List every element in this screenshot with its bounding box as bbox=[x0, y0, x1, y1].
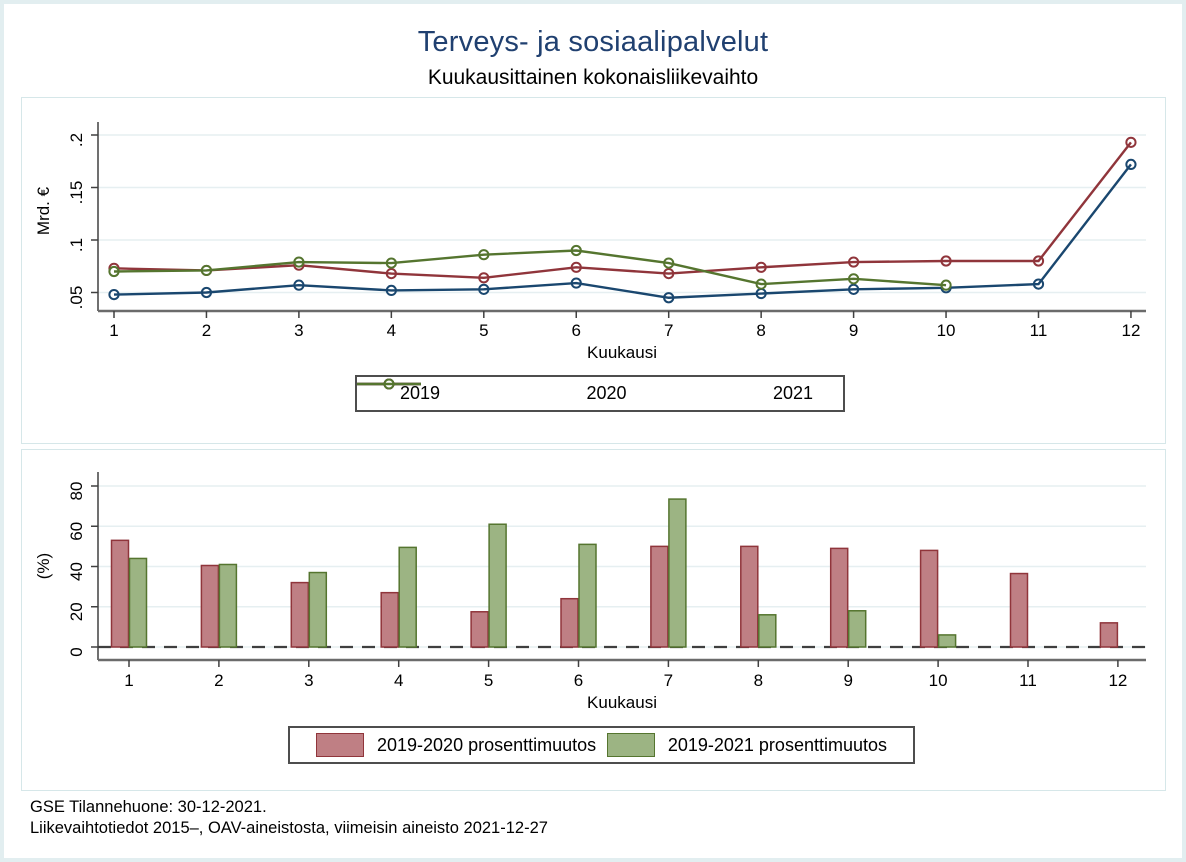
x-tick-label: 9 bbox=[843, 671, 852, 690]
footer-line-2: Liikevaihtotiedot 2015–, OAV-aineistosta… bbox=[30, 819, 548, 837]
bar-2019-2021-month-3 bbox=[308, 571, 328, 648]
y-tick-label: 0 bbox=[67, 647, 86, 656]
legend-label-2019-2021: 2019-2021 prosenttimuutos bbox=[667, 734, 887, 755]
bar-swatch-2019-2021 bbox=[606, 733, 655, 757]
x-tick-label: 1 bbox=[109, 321, 118, 340]
bar-2019-2021-month-7 bbox=[668, 498, 687, 648]
x-tick-label: 11 bbox=[1030, 321, 1048, 340]
x-tick-label: 2 bbox=[214, 671, 223, 690]
legend-entry-2020: 2020 bbox=[357, 378, 627, 404]
x-tick-label: 8 bbox=[756, 321, 765, 340]
bar-2019-2020-month-2 bbox=[200, 564, 220, 648]
x-tick-label: 5 bbox=[479, 321, 488, 340]
bar-2019-2021-month-2 bbox=[218, 563, 238, 648]
bar-2019-2020-month-7 bbox=[650, 545, 669, 648]
bar-2019-2020-month-3 bbox=[290, 581, 310, 648]
page-title: Terveys- ja sosiaalipalvelut bbox=[417, 26, 769, 58]
legend-entry-2019-2020: 2019-2020 prosenttimuutos bbox=[316, 733, 596, 757]
bar-swatch-2019-2020 bbox=[316, 733, 364, 757]
y-tick-label: 40 bbox=[67, 562, 86, 581]
bar-chart-legend: 2019-2020 prosenttimuutos 2019-2021 pros… bbox=[288, 726, 915, 764]
bar-2019-2020-month-10 bbox=[919, 549, 939, 648]
bar-2019-2021-month-1 bbox=[128, 557, 148, 648]
legend-entry-2019-2021: 2019-2021 prosenttimuutos bbox=[606, 733, 887, 757]
page-subtitle: Kuukausittainen kokonaisliikevaihto bbox=[427, 66, 759, 89]
x-axis-title: Kuukausi bbox=[587, 343, 657, 362]
legend-label-2019-2020: 2019-2020 prosenttimuutos bbox=[377, 734, 597, 755]
bar-2019-2020-month-1 bbox=[110, 539, 130, 648]
x-tick-label: 4 bbox=[387, 321, 396, 340]
x-tick-label: 3 bbox=[304, 671, 313, 690]
bar-2019-2020-month-6 bbox=[560, 597, 579, 648]
x-axis-title: Kuukausi bbox=[587, 693, 657, 712]
x-tick-label: 9 bbox=[849, 321, 858, 340]
bar-2019-2021-month-5 bbox=[488, 523, 507, 648]
footer-note: GSE Tilannehuone: 30-12-2021. Liikevaiht… bbox=[30, 797, 548, 839]
x-tick-label: 12 bbox=[1121, 321, 1140, 340]
bar-2019-2020-month-8 bbox=[740, 545, 759, 648]
y-tick-label: 80 bbox=[67, 482, 86, 501]
line-chart-legend: 2019 2020 2021 bbox=[355, 375, 845, 412]
x-tick-label: 4 bbox=[394, 671, 403, 690]
x-tick-label: 8 bbox=[754, 671, 763, 690]
x-tick-label: 2 bbox=[202, 321, 211, 340]
bar-2019-2021-month-8 bbox=[758, 614, 777, 648]
y-tick-label: .1 bbox=[67, 238, 86, 252]
x-tick-label: 6 bbox=[572, 321, 581, 340]
line-series-2021 bbox=[113, 249, 947, 287]
x-tick-label: 11 bbox=[1019, 671, 1037, 690]
bar-2019-2020-month-9 bbox=[829, 547, 849, 648]
x-tick-label: 1 bbox=[124, 671, 133, 690]
legend-label-2019: 2019 bbox=[400, 383, 441, 403]
x-tick-label: 7 bbox=[664, 321, 673, 340]
x-tick-label: 6 bbox=[574, 671, 583, 690]
x-tick-label: 7 bbox=[664, 671, 673, 690]
line-series-2019 bbox=[113, 163, 1132, 299]
bar-2019-2020-month-12 bbox=[1099, 622, 1119, 648]
line-swatch-2021 bbox=[357, 378, 421, 390]
legend-entry-2021: 2021 bbox=[357, 378, 813, 404]
x-tick-label: 12 bbox=[1108, 671, 1127, 690]
x-tick-label: 10 bbox=[937, 321, 956, 340]
bar-2019-2021-month-10 bbox=[937, 634, 957, 648]
legend-label-2021: 2021 bbox=[772, 383, 813, 403]
bar-2019-2020-month-11 bbox=[1009, 572, 1029, 648]
bar-2019-2021-month-9 bbox=[847, 610, 867, 648]
y-tick-label: 60 bbox=[67, 522, 86, 541]
bar-2019-2021-month-4 bbox=[398, 546, 417, 648]
y-tick-label: 20 bbox=[67, 602, 86, 621]
legend-label-2020: 2020 bbox=[586, 383, 627, 403]
x-tick-label: 3 bbox=[294, 321, 303, 340]
bar-chart-panel: 0 20 40 60 80 1 2 3 4 5 6 7 8 9 10 11 12 Kuukausi (%) 2019… bbox=[21, 449, 1166, 791]
footer-line-1: GSE Tilannehuone: 30-12-2021. bbox=[30, 798, 267, 816]
y-axis-title: Mrd. € bbox=[34, 186, 53, 235]
x-tick-label: 10 bbox=[929, 671, 948, 690]
bar-2019-2020-month-5 bbox=[470, 611, 489, 648]
y-tick-label: .2 bbox=[67, 133, 86, 147]
line-series-2020 bbox=[113, 141, 1132, 280]
bar-2019-2021-month-6 bbox=[578, 543, 597, 648]
bar-2019-2020-month-4 bbox=[380, 591, 399, 648]
y-tick-label: .15 bbox=[67, 181, 86, 205]
x-tick-label: 5 bbox=[484, 671, 493, 690]
line-chart-panel: .05.1.15.2 1 2 3 4 5 6 7 8 9 10 11 12 Kuukausi Mrd. € … bbox=[21, 97, 1166, 444]
y-tick-label: .05 bbox=[67, 286, 86, 310]
y-axis-title: (%) bbox=[34, 553, 53, 579]
